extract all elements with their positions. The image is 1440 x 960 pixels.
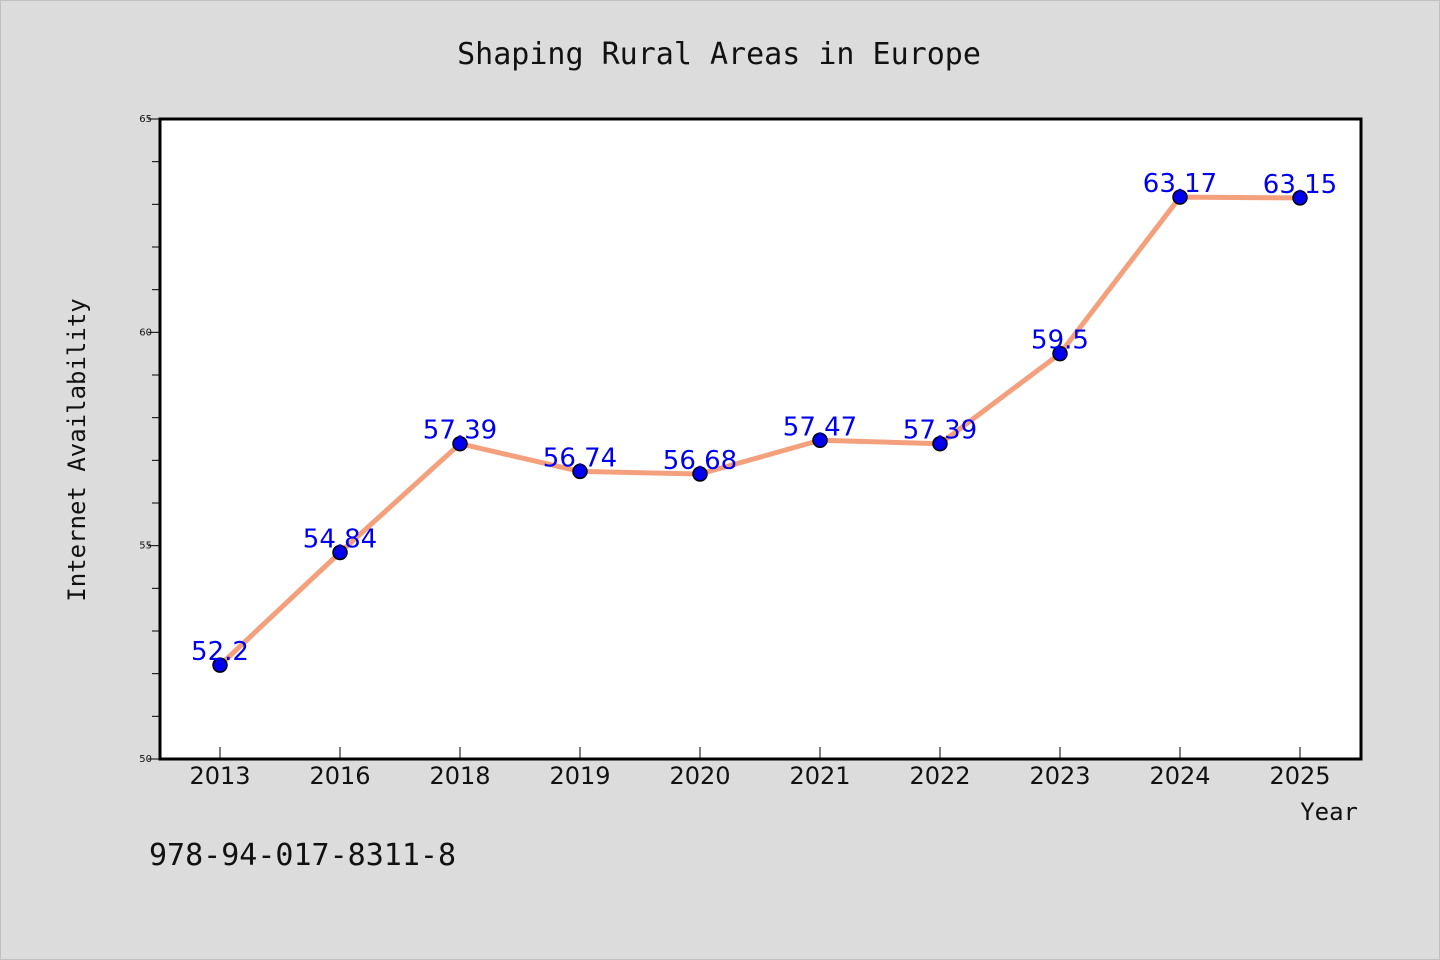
data-label: 57.39 [423,416,497,446]
data-label: 56.68 [663,446,737,476]
y-tick-label: 65 [139,114,152,125]
data-point [332,544,348,561]
data-point [812,432,828,449]
x-tick-label: 2023 [1029,762,1090,790]
x-axis-label: Year [1300,798,1358,826]
x-axis: 2013 2016 2018 2019 2020 2021 2022 2023 2024 2025 [189,747,1331,790]
data-point [1052,345,1068,362]
data-label: 57.39 [903,416,977,446]
data-markers [212,189,1308,673]
data-label: 59.5 [1031,326,1089,356]
isbn-text: 978-94-017-8311-8 [149,838,456,873]
y-tick-label: 50 [139,754,152,765]
x-tick-label: 2024 [1149,762,1210,790]
data-point [452,435,468,452]
x-tick-label: 2025 [1269,762,1330,790]
data-label: 52.2 [191,637,249,667]
data-point [1172,189,1188,205]
data-label: 54.84 [303,524,377,554]
x-tick-label: 2019 [549,762,610,790]
y-axis: 50 55 60 65 [139,114,160,765]
data-point [572,463,588,480]
y-tick-label: 55 [139,541,152,552]
data-label: 63.17 [1143,169,1217,199]
data-point [932,435,948,452]
x-tick-label: 2021 [789,762,850,790]
y-axis-label: Internet Availability [63,298,91,601]
series-line [217,194,1303,668]
data-point [1292,190,1308,206]
x-tick-label: 2013 [189,762,250,790]
chart-title: Shaping Rural Areas in Europe [457,37,981,72]
plot-area [158,117,1363,761]
y-tick-label: 60 [139,327,152,338]
data-point [692,466,708,482]
data-label: 56.74 [543,443,617,473]
x-tick-label: 2020 [669,762,730,790]
x-tick-label: 2016 [309,762,370,790]
x-tick-label: 2022 [909,762,970,790]
data-point [212,657,228,673]
data-labels: 52.2 54.84 57.39 56.74 56.68 57.47 57.39 59.5 63… [191,169,1337,667]
data-label: 63.15 [1263,170,1337,200]
x-tick-label: 2018 [429,762,490,790]
data-label: 57.47 [783,412,857,442]
